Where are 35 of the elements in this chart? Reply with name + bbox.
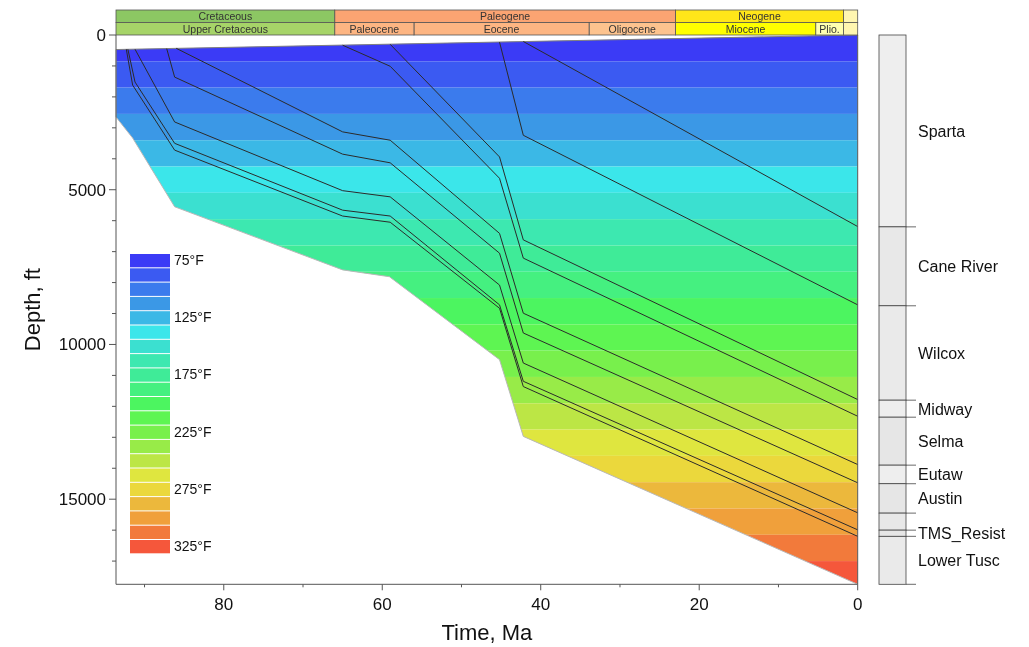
series-label: Paleogene (479, 10, 531, 23)
x-tick-label: 0 (852, 595, 863, 615)
series-label: Eocene (483, 22, 520, 35)
legend-label: 75°F (174, 252, 204, 268)
legend-label: Midway (918, 400, 973, 418)
series-label: Neogene (738, 10, 781, 23)
series-label: Upper Cretaceous (182, 22, 268, 35)
legend-label: Eutaw (918, 466, 963, 484)
legend-label: Lower Tusc (918, 552, 1000, 570)
x-tick-label: 20 (689, 595, 709, 615)
y-tick-label: 0 (96, 26, 106, 45)
series-label: Plio. (819, 22, 840, 35)
x-axis-title: Time, Ma (441, 620, 534, 645)
series-label: Cane River (918, 258, 999, 276)
x-tick-label: 60 (372, 595, 392, 615)
legend-label: 175°F (174, 366, 212, 383)
y-tick-label: 10000 (58, 335, 106, 355)
legend-label: Austin (918, 490, 963, 508)
series-label: Paleocene (349, 22, 400, 35)
legend-label: 125°F (174, 309, 212, 326)
series-label: Wilcox (918, 344, 966, 362)
legend-label: 325°F (174, 538, 212, 554)
y-tick-label: 5000 (68, 180, 106, 200)
y-tick-label: 15000 (58, 490, 106, 510)
y-axis-title: Depth, ft (20, 268, 45, 352)
legend-label: 225°F (174, 423, 212, 440)
x-tick-label: 80 (214, 595, 234, 615)
series-label: Oligocene (608, 22, 657, 35)
series-label: Cretaceous (198, 10, 253, 23)
band-label: 275°F (174, 480, 212, 497)
x-tick-label: 40 (531, 595, 551, 615)
series-label: Miocene (725, 22, 766, 35)
series-label: Sparta (918, 122, 966, 140)
legend-label: Selma (918, 433, 964, 451)
legend-label: TMS_Resist (918, 525, 1006, 544)
